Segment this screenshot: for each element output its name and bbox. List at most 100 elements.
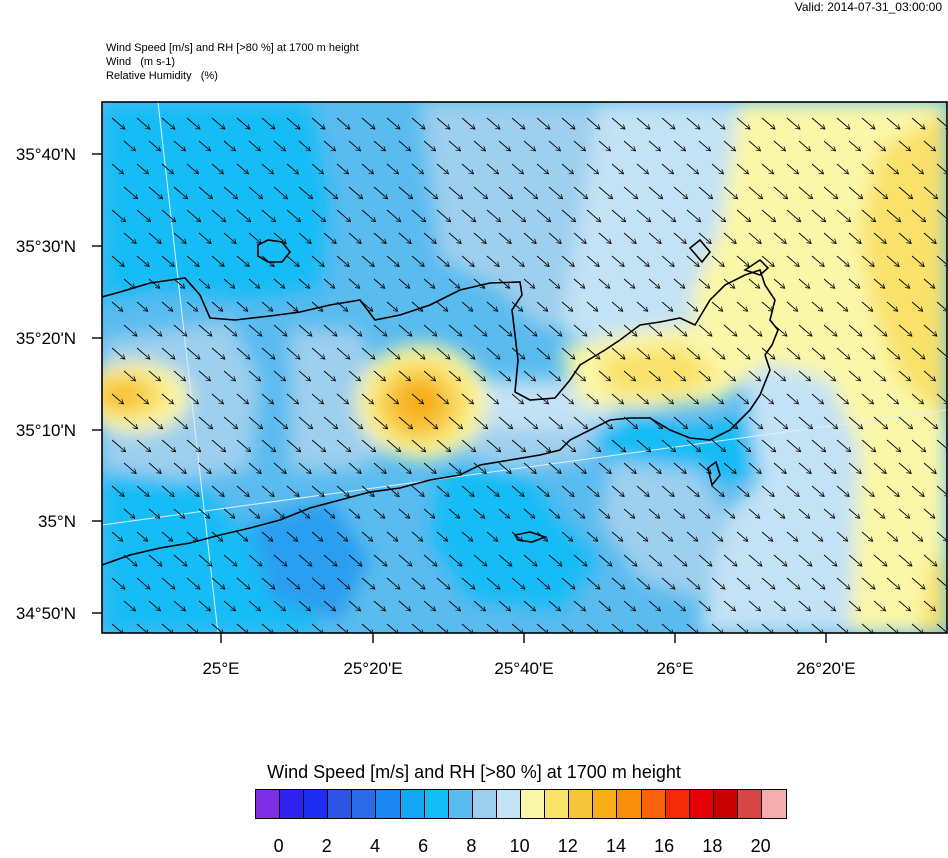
- wind-arrow: [736, 485, 749, 497]
- wind-arrow: [886, 301, 898, 311]
- wind-arrow: [523, 600, 536, 611]
- wind-arrow: [736, 347, 750, 359]
- wind-arrow: [173, 324, 187, 336]
- wind-arrow: [561, 577, 575, 589]
- wind-arrow: [436, 577, 450, 589]
- wind-arrow: [448, 324, 462, 336]
- legend-tick-label: 14: [605, 836, 627, 856]
- wind-arrow: [536, 209, 551, 222]
- wind-arrow: [861, 531, 873, 541]
- wind-arrow: [586, 485, 599, 497]
- wind-arrow: [848, 600, 861, 611]
- wind-arrow: [786, 439, 801, 452]
- wind-arrow: [111, 393, 124, 404]
- wind-arrow: [211, 439, 226, 452]
- wind-arrow: [236, 163, 249, 174]
- wind-arrow: [848, 140, 861, 151]
- wind-arrow: [186, 347, 200, 359]
- wind-arrow: [573, 416, 588, 429]
- wind-arrow: [423, 508, 435, 518]
- wind-arrow: [536, 485, 549, 497]
- wind-arrow: [361, 531, 373, 541]
- wind-arrow: [386, 209, 401, 222]
- wind-arrow: [273, 416, 288, 429]
- wind-arrow: [123, 600, 136, 611]
- wind-arrow: [398, 508, 410, 518]
- legend-color-box: [761, 790, 787, 818]
- wind-arrow: [136, 255, 149, 267]
- wind-arrow: [898, 278, 910, 288]
- wind-arrow: [248, 416, 263, 429]
- wind-arrow: [361, 577, 375, 589]
- wind-arrow: [348, 186, 363, 199]
- wind-arrow: [873, 554, 887, 566]
- wind-arrow: [911, 439, 926, 452]
- wind-arrow: [436, 255, 449, 267]
- wind-arrow: [886, 255, 899, 267]
- wind-arrow: [673, 554, 687, 566]
- wind-arrow: [673, 232, 686, 244]
- wind-arrow: [348, 232, 361, 244]
- wind-arrow: [523, 462, 536, 474]
- title-main: Wind Speed [m/s] and RH [>80 %] at 1700 …: [106, 42, 359, 54]
- wind-arrow: [498, 554, 512, 566]
- wind-arrow: [536, 439, 551, 452]
- legend-color-box: [521, 790, 546, 818]
- wind-arrow: [411, 163, 424, 174]
- legend-tick-label: 16: [654, 836, 675, 856]
- wind-arrow: [736, 577, 750, 589]
- wind-arrow: [486, 531, 498, 541]
- wind-arrow: [473, 554, 487, 566]
- wind-arrow: [398, 324, 412, 336]
- wind-arrow: [811, 209, 826, 222]
- wind-arrow: [848, 462, 861, 474]
- wind-arrow: [261, 209, 276, 222]
- wind-arrow: [336, 163, 349, 174]
- latitude-axis: 35°40'N 35°30'N 35°20'N 35°10'N 35°N 34°…: [16, 145, 102, 623]
- wind-arrow: [248, 508, 260, 518]
- wind-arrow: [873, 508, 885, 518]
- wind-arrow: [198, 554, 212, 566]
- wind-arrow: [761, 347, 775, 359]
- wind-arrow: [461, 577, 475, 589]
- wind-arrow: [136, 163, 149, 174]
- wind-arrow: [736, 255, 749, 267]
- wind-arrow: [936, 117, 947, 129]
- wind-arrow: [811, 531, 823, 541]
- wind-arrow: [773, 324, 787, 336]
- wind-arrow: [236, 531, 248, 541]
- lat-label: 35°30'N: [16, 237, 76, 256]
- wind-arrow: [486, 163, 499, 174]
- wind-arrow: [798, 600, 811, 611]
- lon-label: 25°20'E: [343, 659, 402, 678]
- wind-arrow: [411, 439, 426, 452]
- wind-arrow: [436, 485, 449, 497]
- wind-arrow: [273, 462, 286, 474]
- wind-arrow: [823, 508, 835, 518]
- wind-arrow: [298, 600, 311, 611]
- wind-arrow: [236, 485, 249, 497]
- wind-arrow: [198, 600, 211, 611]
- wind-arrow: [336, 439, 351, 452]
- wind-arrow: [561, 163, 574, 174]
- legend-tick-label: 6: [418, 836, 429, 856]
- wind-arrow: [898, 462, 911, 474]
- wind-arrow: [111, 163, 124, 174]
- wind-arrow: [161, 439, 176, 452]
- wind-arrow: [361, 485, 374, 497]
- wind-arrow: [761, 117, 775, 129]
- wind-arrow: [336, 117, 350, 129]
- wind-arrow: [798, 186, 813, 199]
- wind-arrow: [836, 393, 849, 404]
- wind-arrow: [848, 554, 862, 566]
- wind-arrow: [936, 255, 947, 267]
- wind-arrow: [261, 117, 275, 129]
- wind-arrow: [586, 301, 598, 311]
- wind-arrow: [923, 600, 936, 611]
- wind-arrow: [161, 393, 174, 404]
- wind-arrow: [723, 186, 738, 199]
- legend-color-box: [496, 790, 522, 818]
- wind-arrow: [861, 255, 874, 267]
- wind-arrow: [386, 117, 400, 129]
